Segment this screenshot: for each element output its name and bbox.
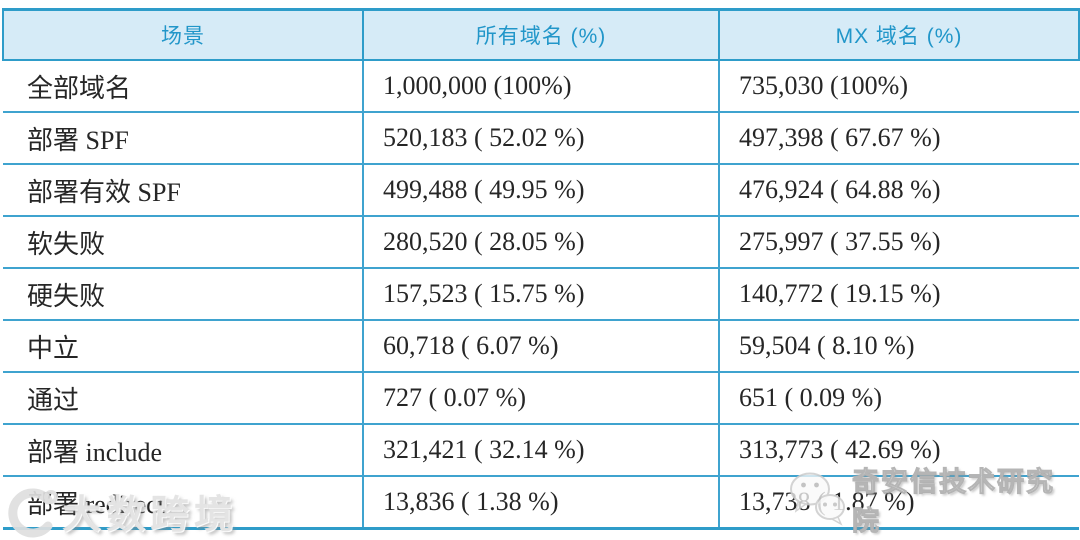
cell-mx-domains: 651 ( 0.09 %) — [718, 371, 1079, 424]
cell-mx-domains: 497,398 ( 67.67 %) — [718, 111, 1079, 164]
table-row: 部署有效 SPF 499,488 ( 49.95 %) 476,924 ( 64… — [3, 163, 1079, 216]
cell-all-domains: 157,523 ( 15.75 %) — [362, 267, 719, 320]
col-header-mx-domains: MX 域名 (%) — [718, 8, 1080, 61]
table-row: 软失败 280,520 ( 28.05 %) 275,997 ( 37.55 %… — [3, 215, 1079, 268]
cell-mx-domains: 275,997 ( 37.55 %) — [718, 215, 1079, 268]
table-row: 部署 redirect 13,836 ( 1.38 %) 13,738 ( 1.… — [3, 475, 1079, 530]
cell-all-domains: 1,000,000 (100%) — [362, 59, 719, 112]
cell-mx-domains: 735,030 (100%) — [718, 59, 1079, 112]
col-header-all-domains: 所有域名 (%) — [362, 8, 720, 61]
cell-mx-domains: 476,924 ( 64.88 %) — [718, 163, 1079, 216]
cell-scenario: 全部域名 — [3, 59, 363, 112]
table-row: 硬失败 157,523 ( 15.75 %) 140,772 ( 19.15 %… — [3, 267, 1079, 320]
cell-mx-domains: 59,504 ( 8.10 %) — [718, 319, 1079, 372]
cell-scenario: 部署有效 SPF — [3, 163, 363, 216]
col-header-scenario: 场景 — [2, 8, 364, 61]
table-row: 部署 SPF 520,183 ( 52.02 %) 497,398 ( 67.6… — [3, 111, 1079, 164]
cell-scenario: 硬失败 — [3, 267, 363, 320]
cell-scenario: 部署 include — [3, 423, 363, 476]
cell-all-domains: 13,836 ( 1.38 %) — [362, 475, 719, 530]
cell-all-domains: 321,421 ( 32.14 %) — [362, 423, 719, 476]
cell-all-domains: 727 ( 0.07 %) — [362, 371, 719, 424]
table-row: 部署 include 321,421 ( 32.14 %) 313,773 ( … — [3, 423, 1079, 476]
cell-scenario: 软失败 — [3, 215, 363, 268]
cell-mx-domains: 313,773 ( 42.69 %) — [718, 423, 1079, 476]
cell-all-domains: 280,520 ( 28.05 %) — [362, 215, 719, 268]
cell-scenario: 通过 — [3, 371, 363, 424]
cell-scenario: 部署 SPF — [3, 111, 363, 164]
header-row: 场景 所有域名 (%) MX 域名 (%) — [2, 8, 1080, 61]
table-row: 全部域名 1,000,000 (100%) 735,030 (100%) — [3, 59, 1079, 112]
cell-all-domains: 520,183 ( 52.02 %) — [362, 111, 719, 164]
cell-all-domains: 60,718 ( 6.07 %) — [362, 319, 719, 372]
table-row: 通过 727 ( 0.07 %) 651 ( 0.09 %) — [3, 371, 1079, 424]
cell-all-domains: 499,488 ( 49.95 %) — [362, 163, 719, 216]
cell-mx-domains: 140,772 ( 19.15 %) — [718, 267, 1079, 320]
cell-scenario: 部署 redirect — [3, 475, 363, 530]
cell-scenario: 中立 — [3, 319, 363, 372]
table-row: 中立 60,718 ( 6.07 %) 59,504 ( 8.10 %) — [3, 319, 1079, 372]
cell-mx-domains: 13,738 ( 1.87 %) — [718, 475, 1079, 530]
spf-deployment-table: 场景 所有域名 (%) MX 域名 (%) 全部域名 1,000,000 (10… — [2, 8, 1080, 530]
